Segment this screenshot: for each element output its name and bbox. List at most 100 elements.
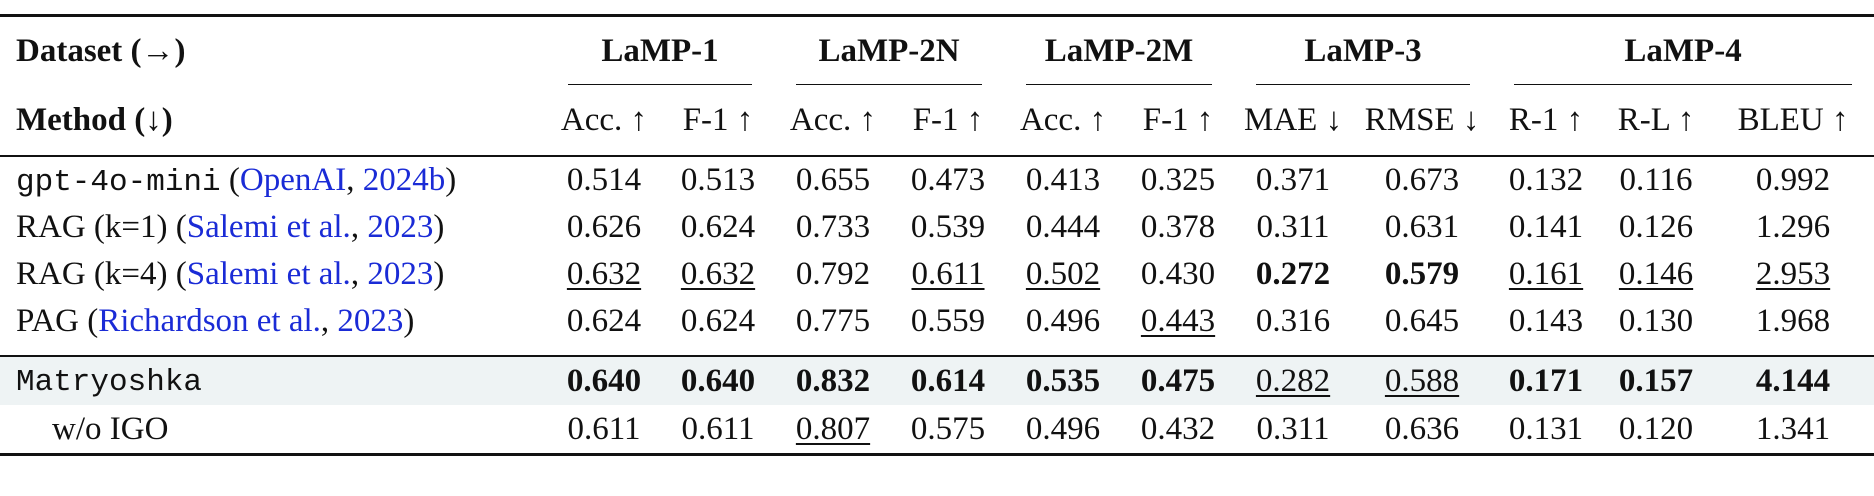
value-text: 0.807 (795, 410, 871, 447)
table-row: PAG (Richardson et al., 2023) 0.624 0.62… (0, 298, 1874, 345)
value-cell: 0.611 (662, 405, 774, 456)
value-cell-best: 0.832 (774, 355, 892, 405)
value-cell: 1.968 (1755, 303, 1831, 339)
value-cell: 1.341 (1712, 405, 1874, 456)
group-label: LaMP-4 (1624, 32, 1742, 69)
spacer-cell (0, 345, 1874, 356)
row-spacer (0, 345, 1874, 356)
value-cell: 0.444 (1025, 209, 1101, 245)
group-label: LaMP-3 (1304, 32, 1422, 69)
value-cell-second-best: 0.632 (662, 251, 774, 298)
value-cell: 0.655 (774, 155, 892, 204)
value-cell: 0.496 (1025, 303, 1101, 339)
value-cell-second-best: 0.443 (1122, 298, 1234, 345)
value-cell: 0.316 (1255, 303, 1331, 339)
value-cell: 0.636 (1352, 405, 1493, 456)
method-cell: Matryoshka (0, 355, 546, 405)
citation-link[interactable]: Salemi et al. (186, 209, 351, 245)
metric-header: BLEU ↑ (1737, 101, 1849, 138)
value-cell: 0.132 (1492, 155, 1601, 204)
value-text: 0.611 (911, 256, 985, 292)
value-cell-best: 0.640 (546, 355, 662, 405)
value-cell: 0.631 (1384, 209, 1460, 245)
citation-year-link[interactable]: 2023 (367, 256, 434, 292)
table-row: gpt-4o-mini (OpenAI, 2024b) 0.514 0.513 … (0, 155, 1874, 204)
value-cell-best: 0.157 (1600, 355, 1713, 405)
paren: ) (403, 303, 415, 339)
paren: ) (445, 161, 457, 198)
value-cell-second-best: 0.146 (1600, 251, 1712, 298)
value-cell: 0.611 (546, 405, 662, 456)
value-cell: 0.311 (1234, 405, 1353, 456)
method-cell: PAG (Richardson et al., 2023) (0, 298, 546, 345)
value-text: 0.282 (1255, 362, 1331, 399)
value-cell: 0.126 (1618, 209, 1694, 245)
value-cell-best: 0.614 (892, 355, 1005, 405)
value-cell: 0.624 (680, 209, 756, 245)
value-cell: 0.673 (1352, 155, 1493, 204)
value-cell: 0.430 (1140, 256, 1216, 292)
group-header-lamp3: LaMP-3 (1234, 14, 1493, 86)
value-cell: 0.775 (795, 303, 871, 339)
method-code: Matryoshka (16, 365, 203, 400)
value-cell-second-best: 0.807 (774, 405, 892, 456)
value-cell: 0.325 (1122, 155, 1235, 204)
value-cell: 0.116 (1600, 155, 1713, 204)
citation-link[interactable]: Richardson et al. (98, 303, 321, 339)
metric-header: R-L ↑ (1617, 101, 1695, 138)
table-row: w/o IGO 0.611 0.611 0.807 0.575 0.496 0.… (0, 405, 1874, 456)
value-cell: 0.992 (1712, 155, 1874, 204)
value-cell: 0.143 (1508, 303, 1584, 339)
value-text: 0.502 (1025, 256, 1101, 292)
value-cell-best: 0.171 (1492, 355, 1601, 405)
value-cell: 0.559 (910, 303, 986, 339)
metric-header: F-1 ↑ (912, 101, 984, 138)
citation-year-link[interactable]: 2023 (337, 303, 404, 339)
paren: ( (228, 161, 240, 198)
value-cell: 0.624 (566, 303, 642, 339)
metric-header: RMSE ↓ (1364, 101, 1480, 138)
paren: ) (433, 209, 445, 245)
value-cell: 0.496 (1004, 405, 1123, 456)
paren: ) (433, 256, 445, 292)
header-row-datasets: Dataset (→) LaMP-1 LaMP-2N LaMP-2M LaMP-… (0, 14, 1874, 86)
group-header-lamp2n: LaMP-2N (774, 14, 1005, 86)
group-label: LaMP-2M (1044, 32, 1194, 69)
value-cell: 0.413 (1004, 155, 1123, 204)
value-cell-best: 4.144 (1712, 355, 1874, 405)
citation-year-link[interactable]: 2023 (367, 209, 434, 245)
citation-link[interactable]: OpenAI (239, 161, 347, 198)
value-cell: 0.626 (566, 209, 642, 245)
separator: , (346, 161, 363, 198)
results-table: Dataset (→) LaMP-1 LaMP-2N LaMP-2M LaMP-… (0, 14, 1874, 456)
method-cell: RAG (k=4) (Salemi et al., 2023) (0, 251, 546, 298)
method-name: PAG ( (16, 303, 99, 339)
separator: , (350, 209, 368, 245)
value-cell: 0.130 (1618, 303, 1694, 339)
citation-year-link[interactable]: 2024b (362, 161, 446, 198)
metric-header: MAE ↓ (1243, 101, 1343, 138)
method-cell: RAG (k=1) (Salemi et al., 2023) (0, 204, 546, 251)
value-cell-second-best: 0.502 (1004, 251, 1122, 298)
method-name: RAG (k=1) ( (16, 209, 187, 245)
method-code: gpt-4o-mini (16, 164, 221, 200)
value-cell: 0.131 (1492, 405, 1601, 456)
value-cell: 0.432 (1122, 405, 1235, 456)
value-cell-second-best: 0.161 (1492, 251, 1600, 298)
value-cell: 1.296 (1755, 209, 1831, 245)
value-text: 0.588 (1384, 362, 1460, 399)
group-label: LaMP-2N (818, 32, 960, 69)
citation-link[interactable]: Salemi et al. (186, 256, 351, 292)
value-cell: 0.378 (1140, 209, 1216, 245)
value-text: 0.632 (566, 256, 642, 292)
table-row: RAG (k=4) (Salemi et al., 2023) 0.632 0.… (0, 251, 1874, 298)
value-cell: 0.624 (680, 303, 756, 339)
value-cell: 0.792 (795, 256, 871, 292)
value-cell-best: 0.640 (662, 355, 774, 405)
value-cell: 0.311 (1256, 209, 1330, 245)
value-text: 0.443 (1140, 303, 1216, 339)
value-text: 0.632 (680, 256, 756, 292)
method-cell: w/o IGO (0, 405, 546, 456)
table-row: RAG (k=1) (Salemi et al., 2023) 0.626 0.… (0, 204, 1874, 251)
